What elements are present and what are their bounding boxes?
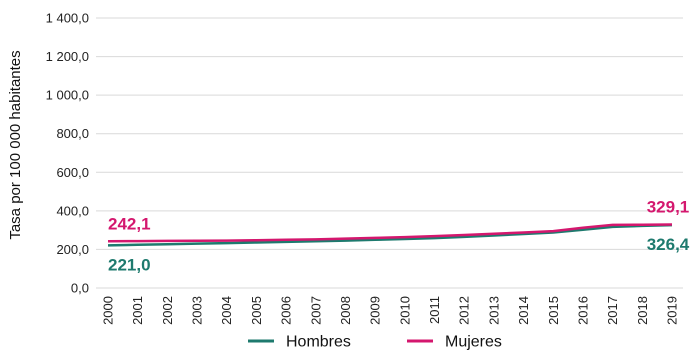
x-tick-label: 2006 [279,296,294,325]
y-tick-label: 1 400,0 [46,11,89,26]
x-axis-ticks: 2000 2001 2002 2003 2004 2005 2006 2007 2008 2009… [101,296,680,325]
x-tick-label: 2017 [605,296,620,325]
y-tick-label: 0,0 [71,281,89,296]
x-tick-label: 2001 [130,296,145,325]
series-lines [107,223,673,247]
series-line-hombres [107,223,673,247]
x-tick-label: 2012 [457,296,472,325]
x-tick-label: 2014 [516,296,531,325]
x-tick-label: 2009 [368,296,383,325]
legend-label-hombres: Hombres [286,334,351,350]
series-line-mujeres [107,223,673,243]
y-tick-label: 600,0 [56,165,89,180]
x-tick-label: 2015 [546,296,561,325]
data-label: 326,4 [647,235,690,254]
data-labels: 242,1 221,0 329,1 326,4 [108,198,690,275]
x-tick-label: 2002 [160,296,175,325]
y-tick-label: 1 000,0 [46,88,89,103]
y-tick-label: 200,0 [56,242,89,257]
x-tick-label: 2007 [308,296,323,325]
x-tick-label: 2008 [338,296,353,325]
gridlines [96,17,683,289]
legend: Hombres Mujeres [248,334,502,350]
x-tick-label: 2004 [219,296,234,325]
x-tick-label: 2005 [249,296,264,325]
x-tick-label: 2010 [397,296,412,325]
x-tick-label: 2011 [427,296,442,324]
x-tick-label: 2000 [101,296,116,325]
legend-label-mujeres: Mujeres [445,334,502,350]
y-tick-label: 1 200,0 [46,49,89,64]
x-tick-label: 2003 [190,296,205,325]
y-tick-label: 400,0 [56,203,89,218]
x-tick-label: 2019 [665,296,680,325]
y-axis-ticks: 0,0 200,0 400,0 600,0 800,0 1 000,0 1 200,0 1 4… [46,11,89,296]
x-tick-label: 2018 [635,296,650,325]
data-label: 221,0 [108,255,151,274]
y-axis-label: Tasa por 100 000 habitantes [7,50,24,239]
x-tick-label: 2016 [575,296,590,325]
y-tick-label: 800,0 [56,126,89,141]
data-label: 329,1 [647,198,690,217]
x-tick-label: 2013 [486,296,501,325]
data-label: 242,1 [108,214,151,233]
